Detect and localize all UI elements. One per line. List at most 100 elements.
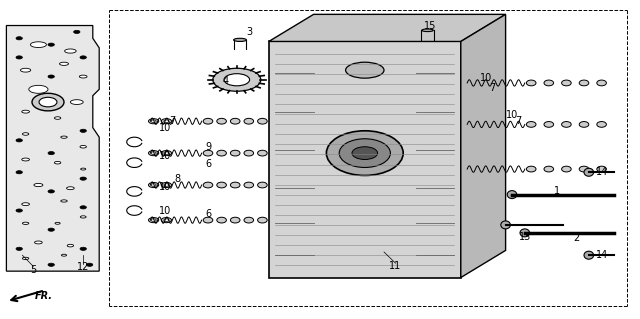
Ellipse shape [507,190,517,198]
Ellipse shape [204,217,212,223]
Text: 1: 1 [554,186,560,197]
Ellipse shape [257,118,268,124]
Ellipse shape [346,62,384,78]
Circle shape [80,56,86,59]
Text: 3: 3 [246,27,253,37]
Ellipse shape [148,218,159,223]
Ellipse shape [257,182,268,188]
Ellipse shape [526,166,536,172]
Ellipse shape [244,217,253,223]
Ellipse shape [67,187,74,189]
Circle shape [151,120,156,122]
Circle shape [80,247,86,250]
Circle shape [16,56,22,59]
Text: 10: 10 [480,73,493,83]
Text: 10: 10 [159,205,172,216]
Ellipse shape [596,166,606,172]
Ellipse shape [61,136,67,138]
Ellipse shape [212,68,261,91]
Ellipse shape [22,110,29,113]
Ellipse shape [81,216,86,218]
Circle shape [16,37,22,40]
Ellipse shape [562,122,571,127]
Ellipse shape [29,85,48,93]
Ellipse shape [65,49,76,53]
Text: 10: 10 [159,122,172,133]
Text: 5: 5 [30,264,36,275]
Text: 6: 6 [205,209,211,219]
Ellipse shape [217,182,227,188]
Ellipse shape [339,139,390,167]
Ellipse shape [230,118,240,124]
Ellipse shape [244,118,253,124]
Ellipse shape [544,122,554,127]
Ellipse shape [230,217,240,223]
Ellipse shape [204,118,212,124]
Ellipse shape [148,151,159,156]
Circle shape [48,75,54,78]
Ellipse shape [204,150,212,156]
Ellipse shape [20,68,31,72]
Ellipse shape [22,158,29,161]
Circle shape [164,219,169,221]
Ellipse shape [54,117,61,119]
Ellipse shape [257,150,268,156]
Ellipse shape [148,182,159,188]
Ellipse shape [244,182,253,188]
Ellipse shape [596,80,606,86]
Ellipse shape [579,122,589,127]
Ellipse shape [79,75,87,78]
Ellipse shape [39,97,57,107]
Ellipse shape [32,93,64,111]
Circle shape [80,206,86,209]
Text: 12: 12 [77,262,90,272]
Ellipse shape [22,222,29,225]
Ellipse shape [244,150,253,156]
Ellipse shape [579,80,589,86]
Ellipse shape [422,29,433,32]
Text: 4: 4 [223,76,229,86]
Ellipse shape [544,166,554,172]
Ellipse shape [224,74,250,86]
Text: 2: 2 [573,233,579,243]
Ellipse shape [584,168,594,176]
Circle shape [80,129,86,132]
Text: 10: 10 [506,110,518,120]
Ellipse shape [80,145,86,148]
Ellipse shape [67,244,74,247]
Ellipse shape [22,203,29,206]
Text: 15: 15 [424,20,436,31]
Ellipse shape [55,222,60,224]
Circle shape [16,171,22,174]
Ellipse shape [31,42,46,48]
Circle shape [48,152,54,155]
Circle shape [48,228,54,231]
Ellipse shape [22,133,29,135]
Ellipse shape [217,150,227,156]
Ellipse shape [234,38,246,41]
Ellipse shape [526,122,536,127]
Ellipse shape [520,229,529,237]
Text: 14: 14 [595,250,608,260]
Circle shape [48,190,54,193]
Ellipse shape [161,182,172,188]
Ellipse shape [257,217,268,223]
Ellipse shape [81,168,86,170]
Circle shape [16,209,22,212]
Circle shape [164,152,169,154]
Ellipse shape [148,119,159,124]
Circle shape [48,263,54,266]
Ellipse shape [22,257,29,260]
Polygon shape [461,14,506,278]
Ellipse shape [161,119,172,124]
Circle shape [16,139,22,142]
Text: 11: 11 [389,261,402,271]
Ellipse shape [60,62,68,65]
Ellipse shape [526,80,536,86]
Ellipse shape [70,100,83,105]
Text: 13: 13 [518,232,531,242]
Ellipse shape [61,254,67,256]
Ellipse shape [230,182,240,188]
Text: 6: 6 [205,159,211,169]
Ellipse shape [596,122,606,127]
